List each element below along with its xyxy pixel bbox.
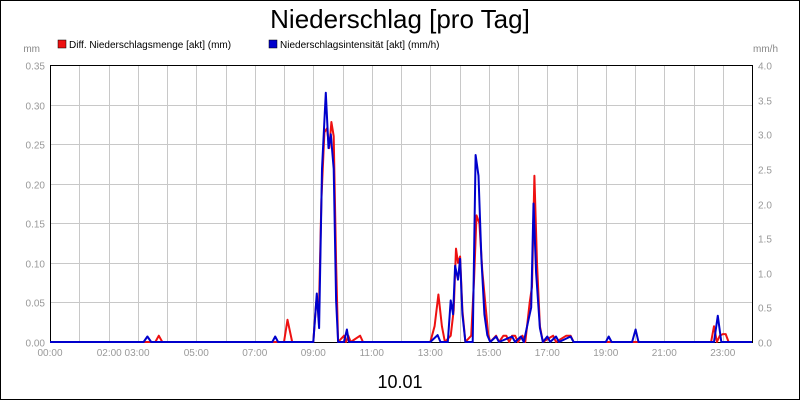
date-label: 10.01 xyxy=(377,372,422,392)
y-tick-label-right: 1.0 xyxy=(758,270,772,281)
y-tick-label-left: 0.00 xyxy=(26,339,46,350)
left-axis-unit: mm xyxy=(23,44,40,55)
x-tick-label: 09:00 xyxy=(301,348,326,359)
y-tick-label-left: 0.10 xyxy=(26,260,46,271)
series-line-niederschlagsintensitaet xyxy=(50,91,752,343)
y-tick-label-right: 0.5 xyxy=(758,304,772,315)
legend-swatch-blue xyxy=(268,39,278,49)
x-tick-label: 17:00 xyxy=(535,348,560,359)
y-tick-label-right: 3.5 xyxy=(758,97,772,108)
legend: Diff. Niederschlagsmenge [akt] (mm) Nied… xyxy=(57,39,440,51)
x-tick-label: 02:00 03:00 xyxy=(97,348,150,359)
y-tick-label-left: 0.20 xyxy=(26,181,46,192)
y-tick-label-right: 0.0 xyxy=(758,339,772,350)
y-tick-label-right: 4.0 xyxy=(758,62,772,73)
grid xyxy=(50,65,753,343)
x-tick-label: 21:00 xyxy=(652,348,677,359)
y-tick-label-right: 2.5 xyxy=(758,166,772,177)
legend-swatch-red xyxy=(57,39,67,49)
x-tick-label: 07:00 xyxy=(242,348,267,359)
legend-label-intensitaet: Niederschlagsintensität [akt] (mm/h) xyxy=(280,40,440,51)
y-tick-label-left: 0.15 xyxy=(26,220,46,231)
chart-title: Niederschlag [pro Tag] xyxy=(270,4,530,34)
x-tick-label: 13:00 xyxy=(418,348,443,359)
legend-label-menge: Diff. Niederschlagsmenge [akt] (mm) xyxy=(69,40,231,51)
x-tick-label: 23:00 xyxy=(710,348,735,359)
x-tick-label: 05:00 xyxy=(184,348,209,359)
x-tick-label: 19:00 xyxy=(593,348,618,359)
y-tick-label-right: 2.0 xyxy=(758,201,772,212)
y-tick-label-left: 0.25 xyxy=(26,141,46,152)
axes: 0.00 0.05 0.10 0.15 0.20 0.25 0.30 0.35 0.0 0.5 1.… xyxy=(26,62,773,360)
y-tick-label-right: 3.0 xyxy=(758,131,772,142)
y-tick-label-left: 0.05 xyxy=(26,299,46,310)
right-axis-unit: mm/h xyxy=(753,44,778,55)
x-tick-label: 00:00 xyxy=(37,348,62,359)
x-tick-label: 11:00 xyxy=(360,348,385,359)
y-tick-label-right: 1.5 xyxy=(758,235,772,246)
series xyxy=(50,91,752,343)
y-tick-label-left: 0.30 xyxy=(26,102,46,113)
y-tick-label-left: 0.35 xyxy=(26,62,46,73)
x-tick-label: 15:00 xyxy=(476,348,501,359)
